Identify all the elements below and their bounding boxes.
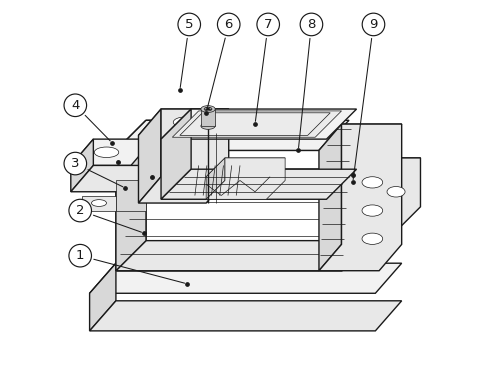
Circle shape	[257, 13, 279, 36]
Polygon shape	[90, 263, 402, 293]
Text: 9: 9	[369, 18, 378, 31]
Polygon shape	[139, 109, 228, 135]
Polygon shape	[206, 158, 285, 199]
Text: 2: 2	[76, 204, 84, 217]
Ellipse shape	[94, 147, 119, 158]
Polygon shape	[116, 241, 349, 271]
Ellipse shape	[206, 108, 209, 110]
Polygon shape	[82, 196, 116, 211]
Polygon shape	[71, 139, 154, 165]
Polygon shape	[146, 120, 349, 150]
Polygon shape	[90, 301, 402, 331]
Polygon shape	[360, 158, 379, 226]
Polygon shape	[206, 158, 285, 177]
Circle shape	[178, 13, 201, 36]
Polygon shape	[319, 124, 402, 150]
Polygon shape	[206, 158, 225, 199]
Polygon shape	[201, 109, 215, 126]
Ellipse shape	[387, 186, 405, 197]
Polygon shape	[116, 120, 146, 271]
Polygon shape	[139, 109, 228, 203]
Polygon shape	[319, 124, 341, 271]
Polygon shape	[161, 109, 357, 139]
Circle shape	[69, 244, 92, 267]
Circle shape	[69, 199, 92, 222]
Polygon shape	[360, 158, 420, 177]
Text: 8: 8	[307, 18, 316, 31]
Polygon shape	[116, 120, 349, 150]
Polygon shape	[139, 109, 161, 203]
Polygon shape	[319, 124, 402, 271]
Polygon shape	[116, 180, 146, 211]
Ellipse shape	[92, 200, 107, 206]
Circle shape	[64, 152, 86, 175]
Circle shape	[217, 13, 240, 36]
Circle shape	[362, 13, 385, 36]
Polygon shape	[90, 263, 116, 331]
Polygon shape	[71, 165, 154, 192]
Ellipse shape	[204, 107, 212, 111]
Ellipse shape	[173, 117, 198, 127]
Ellipse shape	[201, 123, 215, 129]
Polygon shape	[161, 169, 357, 199]
Text: 1: 1	[76, 249, 84, 262]
Polygon shape	[172, 111, 341, 137]
Text: 7: 7	[264, 18, 273, 31]
Circle shape	[300, 13, 323, 36]
Polygon shape	[161, 109, 191, 199]
Circle shape	[64, 94, 86, 117]
Ellipse shape	[362, 233, 383, 244]
Ellipse shape	[201, 106, 215, 112]
Text: 5: 5	[185, 18, 193, 31]
Text: 3: 3	[71, 157, 80, 170]
Ellipse shape	[362, 205, 383, 216]
Polygon shape	[360, 158, 420, 226]
Polygon shape	[71, 139, 93, 192]
Polygon shape	[116, 120, 146, 271]
Ellipse shape	[362, 177, 383, 188]
Text: 4: 4	[71, 99, 80, 112]
Text: 6: 6	[225, 18, 233, 31]
